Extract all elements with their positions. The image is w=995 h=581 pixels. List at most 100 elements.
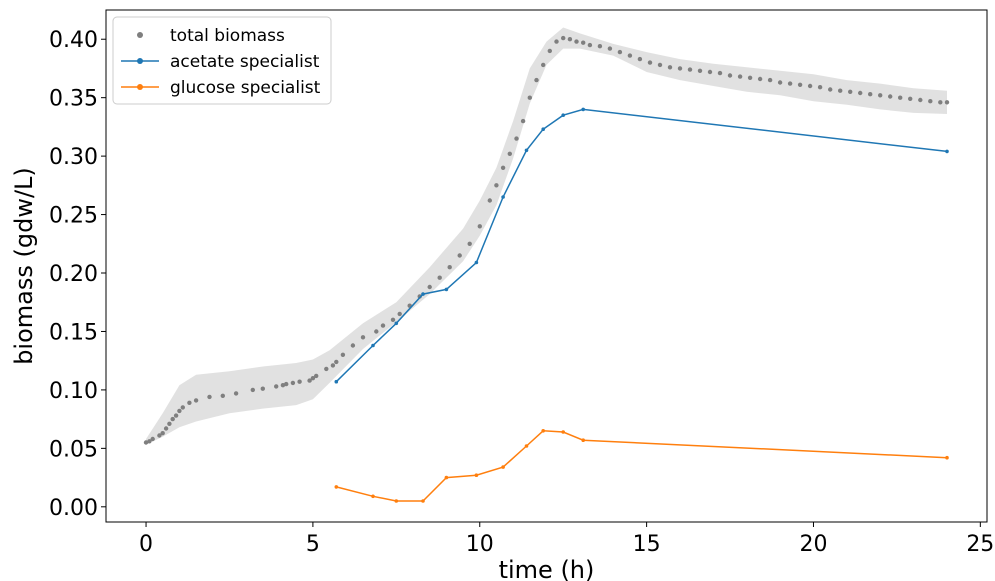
total-biomass-point [187, 400, 192, 405]
total-biomass-point [918, 97, 923, 103]
total-biomass-point [180, 405, 185, 410]
glucose-specialist-marker [334, 485, 339, 489]
legend-label-acetate-specialist: acetate specialist [170, 52, 320, 72]
total-biomass-point [380, 323, 386, 328]
total-biomass-point [170, 416, 175, 422]
total-biomass-point [627, 53, 633, 58]
y-tick-label: 0.15 [49, 320, 98, 345]
total-biomass-point [360, 335, 366, 340]
total-biomass-point [280, 383, 286, 388]
total-biomass-point [150, 436, 155, 442]
total-biomass-point [617, 49, 623, 55]
total-biomass-point [747, 75, 753, 81]
total-biomass-point [447, 265, 452, 270]
total-biomass-point [193, 398, 199, 403]
total-biomass-point [587, 42, 593, 48]
total-biomass-point [167, 421, 172, 426]
total-biomass-point [707, 69, 713, 75]
total-biomass-point [868, 92, 873, 97]
total-biomass-point [687, 67, 693, 72]
glucose-specialist-marker [524, 444, 529, 448]
total-biomass-point [437, 275, 442, 280]
legend-label-glucose-specialist: glucose specialist [170, 78, 321, 98]
total-biomass-point [581, 40, 586, 45]
total-biomass-point [250, 387, 255, 393]
total-biomass-point [397, 311, 402, 317]
total-biomass-point [908, 96, 913, 102]
total-biomass-point [787, 81, 793, 86]
glucose-specialist-marker [444, 475, 449, 480]
total-biomass-point [574, 39, 579, 44]
y-tick-label: 0.20 [49, 262, 98, 287]
total-biomass-point [597, 44, 603, 49]
total-biomass-point [697, 68, 703, 74]
acetate-specialist-marker [421, 292, 425, 296]
total-biomass-point [290, 380, 296, 386]
total-biomass-point [467, 241, 472, 246]
total-biomass-point [667, 65, 673, 70]
total-biomass-point [284, 381, 289, 387]
total-biomass-point [334, 359, 339, 365]
x-axis: 0 5 10 15 20 25 [139, 522, 994, 557]
total-biomass-point [838, 88, 843, 93]
acetate-specialist-marker [581, 107, 585, 112]
total-biomass-point [297, 379, 302, 384]
acetate-specialist-marker [561, 113, 565, 117]
total-biomass-point [324, 366, 329, 372]
acetate-specialist-line [335, 108, 948, 383]
total-biomass-point [374, 329, 379, 334]
glucose-specialist-marker [501, 465, 505, 469]
total-biomass-point [507, 151, 512, 156]
plot-frame [105, 9, 988, 523]
x-tick-label: 20 [799, 532, 827, 557]
glucose-specialist-marker [581, 438, 585, 443]
total-biomass-point [350, 343, 356, 348]
total-biomass-point [220, 393, 225, 398]
total-biomass-point [561, 35, 566, 41]
y-tick-label: 0.25 [49, 204, 98, 229]
x-tick-label: 25 [966, 532, 994, 557]
total-biomass-point [607, 46, 613, 51]
total-biomass-point [207, 394, 212, 400]
x-tick-label: 10 [466, 532, 494, 557]
total-biomass-point [307, 378, 312, 383]
total-biomass-point [163, 426, 169, 431]
total-biomass-point [828, 87, 833, 92]
acetate-specialist-marker [541, 127, 545, 131]
total-biomass-point [938, 100, 943, 105]
glucose-specialist-marker [561, 430, 565, 434]
total-biomass-point [457, 253, 462, 258]
acetate-specialist-marker [444, 287, 449, 292]
total-biomass-point [173, 413, 179, 418]
total-biomass-point [477, 224, 482, 229]
total-biomass-point [534, 77, 539, 83]
glucose-specialist-marker [474, 473, 479, 478]
total-biomass-point [767, 77, 773, 83]
total-biomass-point [554, 39, 559, 44]
total-biomass-point [330, 363, 336, 368]
total-biomass-point [160, 431, 165, 436]
legend-marker-acetate-specialist [137, 58, 143, 64]
total-biomass-point [541, 62, 546, 68]
acetate-specialist-marker [474, 260, 479, 265]
total-biomass-point [314, 373, 319, 379]
total-biomass-point [527, 95, 532, 100]
total-biomass-point [514, 136, 519, 141]
total-biomass-point [340, 352, 346, 357]
total-biomass-point [757, 76, 763, 82]
total-biomass-point [547, 48, 552, 54]
total-biomass-point [647, 60, 653, 65]
y-tick-label: 0.05 [49, 437, 98, 462]
glucose-specialist-marker [945, 455, 949, 460]
total-biomass-point [260, 386, 265, 391]
x-axis-title: time (h) [499, 556, 595, 581]
total-biomass-point [727, 73, 733, 78]
total-biomass-band [146, 27, 947, 445]
y-tick-label: 0.00 [49, 496, 98, 521]
total-biomass-point [177, 408, 182, 414]
total-biomass-point [487, 198, 492, 203]
legend-marker-glucose-specialist [137, 84, 143, 90]
x-tick-label: 0 [139, 532, 153, 557]
total-biomass-point [807, 83, 813, 89]
